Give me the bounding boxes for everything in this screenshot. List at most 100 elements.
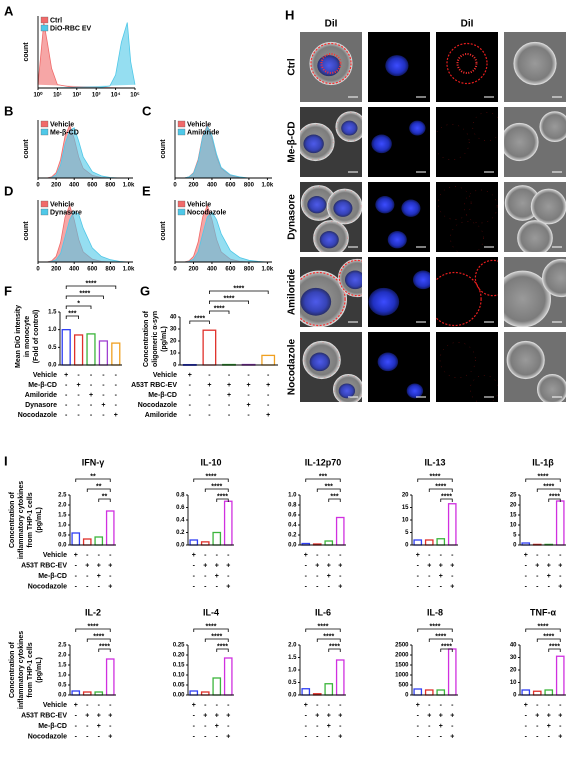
treatment-sign: +	[85, 712, 89, 719]
cell	[530, 188, 566, 225]
treatment-sign: -	[316, 583, 319, 590]
bar	[555, 500, 565, 546]
panel-label: F	[4, 283, 12, 298]
treatment-name: A53T RBC-EV	[21, 712, 67, 719]
micrograph	[436, 182, 498, 252]
y-tick-label: 20	[510, 668, 517, 674]
nucleus	[333, 199, 353, 217]
significance-label: ****	[214, 305, 225, 312]
y-tick-label: 0	[513, 693, 517, 699]
image-background	[436, 182, 498, 252]
treatment-sign: +	[547, 712, 551, 719]
x-tick-label: 10⁴	[111, 93, 121, 99]
y-tick-label: 2.0	[58, 503, 67, 509]
treatment-sign: -	[536, 583, 539, 590]
bar	[335, 516, 345, 546]
column-header: DiI	[325, 19, 338, 30]
treatment-sign: -	[193, 562, 196, 569]
bar	[424, 689, 434, 696]
bar	[82, 538, 92, 546]
treatment-sign: -	[193, 733, 196, 740]
significance-bracket	[305, 628, 341, 632]
nucleus	[303, 134, 324, 154]
y-tick-label: 1.5	[288, 655, 297, 661]
y-tick-label: 0.0	[288, 543, 297, 549]
treatment-sign: -	[559, 573, 562, 580]
significance-bracket	[216, 498, 229, 502]
x-tick-label: 600	[87, 183, 98, 189]
nucleus	[385, 55, 409, 77]
treatment-sign: +	[77, 382, 81, 389]
y-tick-label: 5	[513, 533, 517, 539]
significance-label: ****	[441, 493, 452, 500]
y-tick-label: 20	[510, 503, 517, 509]
panel-label: C	[142, 103, 152, 118]
legend-label: Vehicle	[187, 201, 211, 208]
treatment-sign: -	[417, 712, 420, 719]
micrograph	[504, 182, 566, 252]
x-tick-label: 10¹	[53, 92, 62, 99]
treatment-sign: +	[416, 702, 420, 709]
legend-swatch	[177, 200, 186, 208]
treatment-sign: -	[525, 723, 528, 730]
significance-bracket	[316, 488, 341, 492]
legend-swatch	[40, 200, 49, 208]
bar	[212, 531, 222, 546]
bar	[521, 689, 531, 696]
row-label: Nocodazole	[287, 339, 298, 396]
legend-label: Vehicle	[187, 121, 211, 128]
treatment-sign: +	[338, 712, 342, 719]
micrograph	[504, 257, 566, 327]
treatment-sign: -	[204, 573, 207, 580]
y-axis-label: count	[160, 139, 167, 159]
significance-bracket	[209, 290, 269, 294]
significance-bracket	[98, 648, 111, 652]
significance-label: ****	[435, 633, 446, 640]
treatment-sign: -	[65, 392, 68, 399]
treatment-name: Me-β-CD	[28, 382, 57, 389]
treatment-sign: -	[525, 712, 528, 719]
x-tick-label: 800	[244, 183, 255, 189]
image-background	[436, 332, 498, 402]
legend-label: Vehicle	[50, 121, 74, 128]
significance-bracket	[98, 498, 111, 502]
treatment-sign: +	[108, 712, 112, 719]
chart-title: IL-12p70	[305, 457, 342, 467]
legend-label: DiO-RBC EV	[50, 25, 92, 32]
treatment-sign: -	[102, 372, 105, 379]
bar	[86, 333, 96, 366]
dil-puncta	[456, 53, 478, 74]
treatment-sign: +	[315, 562, 319, 569]
y-tick-label: 2000	[395, 653, 409, 659]
row-label: Me-β-CD	[287, 121, 298, 162]
treatment-sign: -	[525, 583, 528, 590]
significance-bracket	[417, 478, 453, 482]
cell	[536, 374, 566, 402]
y-tick-label: 1500	[395, 663, 409, 669]
significance-label: ***	[319, 473, 327, 480]
significance-bracket	[536, 488, 561, 492]
treatment-sign: -	[109, 552, 112, 559]
treatment-sign: +	[315, 712, 319, 719]
y-tick-label: 25	[510, 493, 517, 499]
treatment-name: A53T RBC-EV	[21, 562, 67, 569]
treatment-sign: +	[524, 552, 528, 559]
y-tick-label: 2.5	[58, 643, 67, 649]
significance-label: ****	[217, 493, 228, 500]
treatment-sign: -	[77, 372, 80, 379]
nucleus	[307, 196, 327, 214]
treatment-sign: -	[86, 583, 89, 590]
y-tick-label: 0.00	[173, 693, 185, 699]
treatment-sign: -	[428, 733, 431, 740]
x-tick-label: 1.0k	[262, 183, 274, 189]
micrograph	[368, 32, 430, 102]
treatment-sign: -	[102, 412, 105, 419]
bar	[335, 659, 345, 696]
y-tick-label: 10	[510, 523, 517, 529]
treatment-sign: +	[327, 712, 331, 719]
treatment-sign: -	[86, 733, 89, 740]
treatment-sign: -	[428, 723, 431, 730]
treatment-sign: +	[439, 562, 443, 569]
significance-label: ****	[211, 633, 222, 640]
